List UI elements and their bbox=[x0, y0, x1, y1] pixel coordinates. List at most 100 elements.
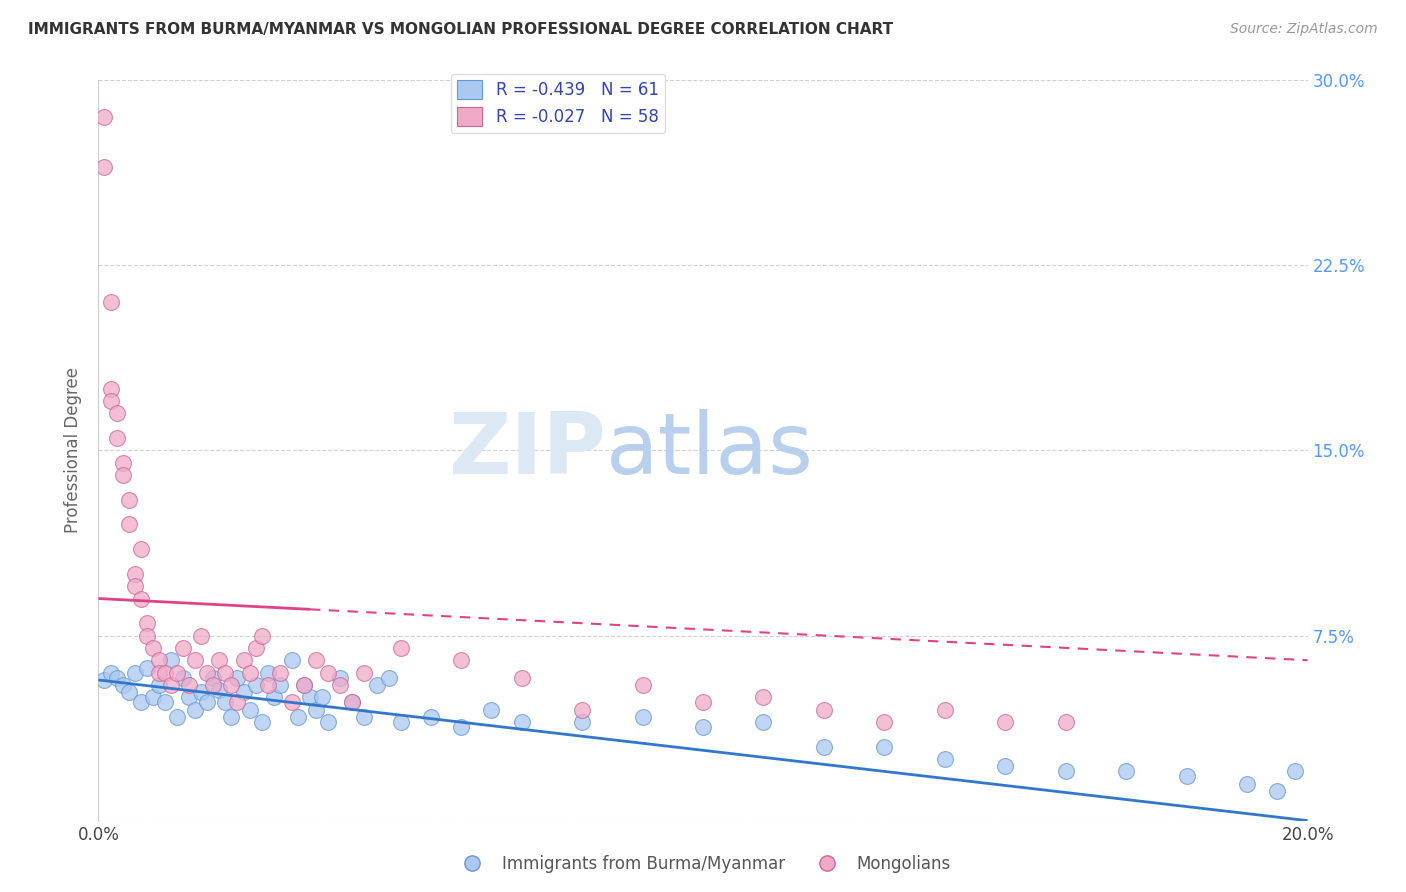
Point bbox=[510, 671, 533, 685]
Legend: Immigrants from Burma/Myanmar, Mongolians: Immigrants from Burma/Myanmar, Mongolian… bbox=[449, 848, 957, 880]
Point bbox=[202, 671, 225, 685]
Point bbox=[281, 653, 304, 667]
Point bbox=[153, 665, 176, 680]
Point bbox=[221, 678, 243, 692]
Point bbox=[239, 703, 262, 717]
Point bbox=[316, 665, 339, 680]
Point bbox=[195, 665, 218, 680]
Point bbox=[226, 671, 249, 685]
Point bbox=[692, 695, 714, 709]
Point bbox=[873, 739, 896, 754]
Point bbox=[299, 690, 322, 705]
Point bbox=[420, 710, 443, 724]
Point bbox=[934, 703, 956, 717]
Point bbox=[208, 682, 231, 697]
Point bbox=[179, 678, 201, 692]
Text: IMMIGRANTS FROM BURMA/MYANMAR VS MONGOLIAN PROFESSIONAL DEGREE CORRELATION CHART: IMMIGRANTS FROM BURMA/MYANMAR VS MONGOLI… bbox=[28, 22, 893, 37]
Point bbox=[184, 703, 207, 717]
Point bbox=[105, 407, 128, 421]
Point bbox=[1054, 764, 1077, 779]
Point bbox=[631, 710, 654, 724]
Y-axis label: Professional Degree: Professional Degree bbox=[65, 368, 83, 533]
Point bbox=[269, 665, 291, 680]
Point bbox=[142, 640, 165, 655]
Point bbox=[208, 653, 231, 667]
Point bbox=[1115, 764, 1137, 779]
Point bbox=[124, 579, 146, 593]
Point bbox=[184, 653, 207, 667]
Point bbox=[135, 628, 157, 642]
Point bbox=[450, 720, 472, 734]
Point bbox=[510, 714, 533, 729]
Point bbox=[245, 678, 267, 692]
Point bbox=[221, 710, 243, 724]
Point bbox=[160, 678, 183, 692]
Point bbox=[245, 640, 267, 655]
Point bbox=[250, 714, 273, 729]
Point bbox=[172, 640, 194, 655]
Point bbox=[129, 591, 152, 606]
Point bbox=[873, 714, 896, 729]
Point bbox=[281, 695, 304, 709]
Point bbox=[214, 695, 236, 709]
Point bbox=[305, 653, 328, 667]
Point bbox=[994, 759, 1017, 773]
Point bbox=[166, 710, 188, 724]
Point bbox=[389, 640, 412, 655]
Point bbox=[124, 665, 146, 680]
Text: atlas: atlas bbox=[606, 409, 814, 492]
Point bbox=[1267, 784, 1289, 798]
Point bbox=[179, 690, 201, 705]
Point bbox=[994, 714, 1017, 729]
Point bbox=[353, 665, 375, 680]
Point bbox=[111, 456, 134, 470]
Point bbox=[450, 653, 472, 667]
Point bbox=[329, 671, 352, 685]
Point bbox=[305, 703, 328, 717]
Point bbox=[269, 678, 291, 692]
Point bbox=[813, 739, 835, 754]
Point bbox=[571, 703, 593, 717]
Text: Source: ZipAtlas.com: Source: ZipAtlas.com bbox=[1230, 22, 1378, 37]
Point bbox=[342, 695, 364, 709]
Point bbox=[214, 665, 236, 680]
Point bbox=[129, 542, 152, 557]
Point bbox=[172, 671, 194, 685]
Point bbox=[153, 695, 176, 709]
Point bbox=[1236, 776, 1258, 791]
Point bbox=[316, 714, 339, 729]
Point bbox=[100, 665, 122, 680]
Point bbox=[292, 678, 315, 692]
Point bbox=[342, 695, 364, 709]
Point bbox=[190, 628, 212, 642]
Point bbox=[1054, 714, 1077, 729]
Point bbox=[160, 653, 183, 667]
Point bbox=[239, 665, 262, 680]
Point bbox=[148, 678, 170, 692]
Point bbox=[100, 394, 122, 409]
Point bbox=[135, 616, 157, 631]
Point bbox=[263, 690, 285, 705]
Point bbox=[195, 695, 218, 709]
Point bbox=[1175, 769, 1198, 783]
Point bbox=[202, 678, 225, 692]
Point bbox=[256, 678, 278, 692]
Point bbox=[93, 160, 115, 174]
Point bbox=[232, 685, 254, 699]
Point bbox=[481, 703, 503, 717]
Point bbox=[287, 710, 309, 724]
Point bbox=[571, 714, 593, 729]
Point bbox=[813, 703, 835, 717]
Point bbox=[256, 665, 278, 680]
Legend: R = -0.439   N = 61, R = -0.027   N = 58: R = -0.439 N = 61, R = -0.027 N = 58 bbox=[450, 74, 665, 133]
Point bbox=[377, 671, 399, 685]
Point bbox=[166, 665, 188, 680]
Point bbox=[111, 678, 134, 692]
Point bbox=[1284, 764, 1306, 779]
Point bbox=[389, 714, 412, 729]
Point bbox=[232, 653, 254, 667]
Point bbox=[93, 673, 115, 687]
Point bbox=[292, 678, 315, 692]
Point bbox=[100, 382, 122, 396]
Point bbox=[111, 468, 134, 483]
